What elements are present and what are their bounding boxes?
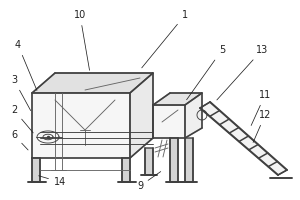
Polygon shape [153, 105, 185, 138]
Text: 10: 10 [74, 10, 89, 70]
Polygon shape [185, 93, 202, 138]
Polygon shape [32, 93, 130, 158]
Text: 12: 12 [253, 110, 271, 142]
Polygon shape [130, 73, 153, 158]
Polygon shape [32, 158, 40, 182]
Polygon shape [145, 148, 153, 175]
Text: 9: 9 [137, 172, 161, 191]
Polygon shape [122, 158, 130, 182]
Polygon shape [153, 93, 202, 105]
Text: 14: 14 [39, 176, 66, 187]
Text: 13: 13 [217, 45, 268, 100]
Text: 6: 6 [11, 130, 28, 150]
Text: 1: 1 [142, 10, 188, 68]
Text: 4: 4 [15, 40, 37, 90]
Polygon shape [170, 138, 178, 182]
Text: 3: 3 [11, 75, 31, 111]
Text: 5: 5 [187, 45, 225, 100]
Text: 2: 2 [11, 105, 33, 133]
Polygon shape [185, 138, 193, 182]
Polygon shape [200, 102, 287, 175]
Polygon shape [32, 73, 153, 93]
Text: 11: 11 [251, 90, 271, 125]
